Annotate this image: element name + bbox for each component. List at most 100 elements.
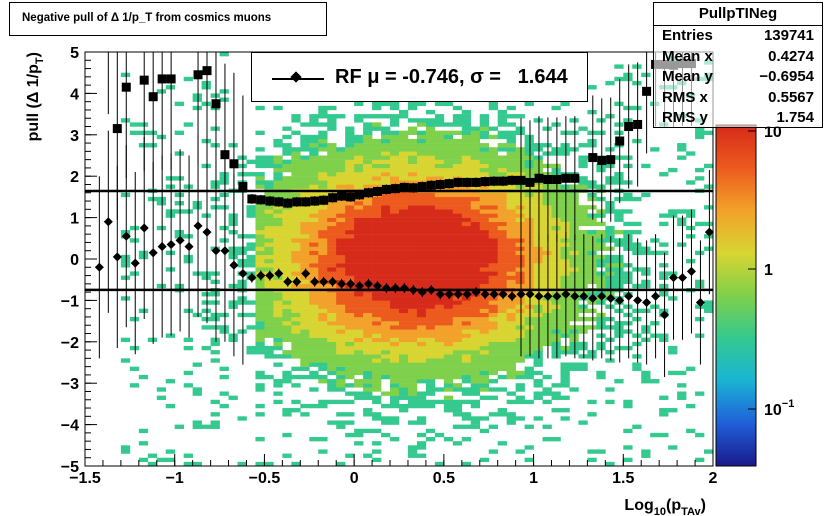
heatmap-cell bbox=[632, 221, 642, 227]
heatmap-cell bbox=[390, 337, 400, 342]
heatmap-cell bbox=[443, 201, 454, 206]
heatmap-cell bbox=[381, 242, 391, 247]
heatmap-cell bbox=[309, 209, 319, 214]
heatmap-cell bbox=[318, 259, 328, 264]
heatmap-cell bbox=[434, 283, 445, 289]
heatmap-cell bbox=[542, 424, 552, 429]
heatmap-cell bbox=[452, 441, 463, 446]
heatmap-cell bbox=[632, 242, 642, 247]
heatmap-cell bbox=[318, 312, 328, 318]
heatmap-cell bbox=[515, 350, 525, 355]
heatmap-cell bbox=[219, 52, 229, 57]
heatmap-cell bbox=[443, 221, 454, 227]
heatmap-cell bbox=[327, 362, 337, 367]
heatmap-cell bbox=[605, 163, 615, 169]
heatmap-cell bbox=[461, 163, 472, 169]
heatmap-cell bbox=[488, 271, 498, 276]
heatmap-cell bbox=[470, 263, 481, 268]
heatmap-cell bbox=[363, 329, 373, 334]
heatmap-cell bbox=[264, 263, 274, 268]
heatmap-cell bbox=[416, 379, 427, 384]
heatmap-cell bbox=[354, 379, 364, 384]
heatmap-cell bbox=[416, 308, 427, 314]
heatmap-cell bbox=[255, 403, 265, 409]
heatmap-cell bbox=[587, 143, 597, 148]
heatmap-cell bbox=[587, 292, 597, 297]
heatmap-cell bbox=[659, 412, 669, 417]
heatmap-cell bbox=[533, 205, 543, 210]
heatmap-cell bbox=[318, 337, 328, 342]
heatmap-cell bbox=[533, 275, 543, 280]
y-tick-label: 0 bbox=[70, 252, 79, 269]
heatmap-cell bbox=[596, 221, 606, 227]
heatmap-cell bbox=[425, 126, 436, 131]
heatmap-cell bbox=[470, 283, 481, 289]
heatmap-cell bbox=[381, 159, 391, 164]
heatmap-cell bbox=[443, 217, 454, 222]
data-point-square bbox=[624, 122, 634, 132]
heatmap-cell bbox=[533, 184, 543, 189]
heatmap-cell bbox=[407, 147, 418, 152]
heatmap-cell bbox=[345, 250, 355, 256]
heatmap-cell bbox=[515, 234, 525, 239]
heatmap-cell bbox=[659, 395, 669, 400]
heatmap-cell bbox=[425, 201, 436, 206]
heatmap-cell bbox=[416, 259, 427, 264]
heatmap-cell bbox=[425, 312, 436, 318]
heatmap-cell bbox=[443, 267, 454, 272]
heatmap-cell bbox=[336, 184, 346, 189]
heatmap-cell bbox=[354, 246, 364, 251]
heatmap-cell bbox=[515, 246, 525, 251]
heatmap-cell bbox=[372, 275, 382, 280]
heatmap-cell bbox=[381, 432, 391, 438]
heatmap-cell bbox=[282, 379, 292, 384]
heatmap-cell bbox=[407, 250, 418, 256]
heatmap-cell bbox=[578, 420, 588, 425]
heatmap-cell bbox=[533, 234, 543, 239]
heatmap-cell bbox=[551, 250, 561, 256]
heatmap-cell bbox=[192, 391, 202, 396]
heatmap-cell bbox=[399, 366, 409, 371]
heatmap-cell bbox=[363, 362, 373, 367]
heatmap-cell bbox=[542, 217, 552, 222]
heatmap-cell bbox=[524, 374, 534, 380]
heatmap-cell bbox=[183, 209, 193, 214]
heatmap-cell bbox=[497, 283, 507, 289]
heatmap-cell bbox=[569, 225, 579, 231]
heatmap-cell bbox=[434, 167, 445, 173]
heatmap-cell bbox=[201, 101, 211, 107]
heatmap-cell bbox=[255, 259, 265, 264]
heatmap-cell bbox=[668, 345, 678, 351]
heatmap-cell bbox=[327, 143, 337, 148]
heatmap-cell bbox=[425, 246, 436, 251]
heatmap-cell bbox=[488, 192, 498, 198]
heatmap-cell bbox=[497, 246, 507, 251]
heatmap-cell bbox=[425, 143, 436, 148]
heatmap-cell bbox=[578, 176, 588, 181]
heatmap-cell bbox=[497, 184, 507, 189]
heatmap-cell bbox=[506, 122, 516, 127]
heatmap-cell bbox=[336, 234, 346, 239]
heatmap-cell bbox=[390, 105, 400, 111]
heatmap-cell bbox=[120, 230, 131, 235]
heatmap-cell bbox=[461, 225, 472, 231]
heatmap-cell bbox=[497, 263, 507, 268]
heatmap-cell bbox=[425, 118, 436, 123]
heatmap-cell bbox=[327, 292, 337, 297]
heatmap-cell bbox=[587, 412, 597, 417]
heatmap-cell bbox=[372, 263, 382, 268]
heatmap-cell bbox=[309, 167, 319, 173]
heatmap-cell bbox=[461, 333, 472, 338]
heatmap-cell bbox=[372, 180, 382, 185]
heatmap-cell bbox=[425, 329, 436, 334]
heatmap-cell bbox=[345, 130, 355, 135]
heatmap-cell bbox=[309, 370, 319, 376]
heatmap-cell bbox=[345, 163, 355, 169]
heatmap-cell bbox=[434, 159, 445, 164]
heatmap-cell bbox=[407, 366, 418, 371]
heatmap-cell bbox=[309, 316, 319, 322]
data-point-square bbox=[283, 198, 293, 208]
heatmap-cell bbox=[228, 337, 238, 342]
heatmap-cell bbox=[309, 350, 319, 355]
heatmap-cell bbox=[524, 279, 534, 285]
